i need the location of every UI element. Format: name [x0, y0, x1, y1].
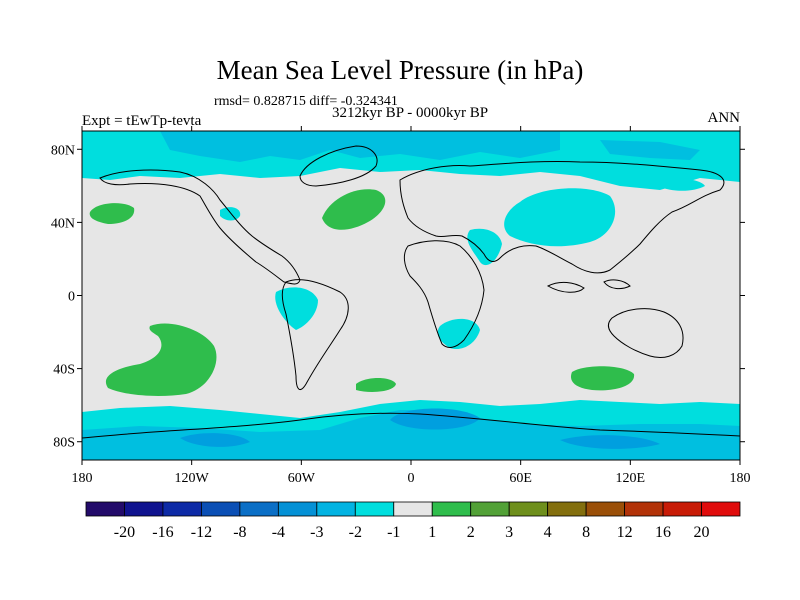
colorbar-label: 1 [428, 524, 436, 541]
colorbar-label: 3 [505, 524, 513, 541]
colorbar-label: 2 [467, 524, 475, 541]
field-atlantic-north-high [322, 189, 386, 230]
field-southern-patch-east [560, 435, 660, 449]
lon-tick-label: 120W [175, 471, 210, 486]
field-amazon-patch [275, 287, 318, 330]
colorbar-swatch [393, 501, 433, 517]
chart-title: Mean Sea Level Pressure (in hPa) [216, 55, 584, 85]
field-atlantic-ne-patch [220, 207, 241, 221]
lon-axis: 180 120W 60W 0 60E 120E 180 [72, 471, 751, 486]
lon-tick-label: 60E [509, 471, 532, 486]
colorbar: -20 -16 -12 -8 -4 -3 -2 -1 1 2 3 4 8 12 16 20 [85, 501, 741, 541]
colorbar-swatch [239, 501, 279, 517]
field-atlantic-south-high [356, 378, 396, 392]
colorbar-label: 8 [582, 524, 590, 541]
field-arabia-patch [467, 228, 502, 266]
colorbar-label: 20 [694, 524, 710, 541]
lon-tick-label: 120E [616, 471, 646, 486]
experiment-label: Expt = tEwTp-tevta [82, 113, 202, 129]
colorbar-swatch [585, 501, 625, 517]
lat-tick-label: 80N [51, 143, 75, 158]
lon-tick-label: 60W [288, 471, 316, 486]
field-arctic-patch-east [600, 140, 700, 160]
lat-tick-label: 40N [51, 216, 75, 231]
lat-axis: 80N 40N 0 40S 80S [51, 143, 75, 450]
colorbar-swatch [701, 501, 741, 517]
field-pacific-south-high [105, 323, 217, 396]
colorbar-swatch [508, 501, 549, 517]
field-pacific-north-high [89, 203, 135, 224]
colorbar-swatch [277, 501, 318, 517]
colorbar-swatch [662, 501, 702, 517]
colorbar-swatch [201, 501, 241, 517]
field-southern-patch-west [180, 433, 250, 447]
lon-tick-label: 0 [408, 471, 415, 486]
colorbar-swatch [124, 501, 164, 517]
lat-tick-label: 80S [53, 436, 75, 451]
colorbar-label: -2 [349, 524, 362, 541]
colorbar-label: -4 [272, 524, 285, 541]
lat-tick-label: 0 [68, 290, 75, 305]
field-pacific-nw-patch [650, 178, 705, 191]
period-label: 3212kyr BP - 0000kyr BP [331, 105, 489, 121]
colorbar-swatch [162, 501, 202, 517]
colorbar-label: -12 [191, 524, 212, 541]
colorbar-label: 4 [544, 524, 552, 541]
colorbar-label: -3 [310, 524, 323, 541]
lon-tick-label: 180 [72, 471, 93, 486]
field-southern-africa-patch [437, 318, 480, 350]
colorbar-label: -1 [387, 524, 400, 541]
season-label: ANN [707, 110, 741, 126]
colorbar-swatch [354, 501, 395, 517]
colorbar-label: -20 [114, 524, 135, 541]
colorbar-label: -16 [152, 524, 173, 541]
lon-tick-label: 180 [730, 471, 751, 486]
colorbar-swatch [547, 501, 587, 517]
colorbar-swatch [316, 501, 356, 517]
colorbar-swatch [470, 501, 510, 517]
colorbar-swatch [85, 501, 125, 517]
lat-tick-label: 40S [53, 363, 75, 378]
colorbar-swatch [624, 501, 664, 517]
axis-ticks [77, 126, 745, 465]
colorbar-swatch [431, 501, 472, 517]
field-southern-band-strong [82, 410, 740, 460]
stats-line: rmsd= 0.828715 diff= -0.324341 [214, 94, 398, 109]
map-field [82, 131, 740, 460]
coastlines [82, 145, 740, 439]
field-indian-south-high [570, 366, 635, 391]
colorbar-label: 16 [655, 524, 671, 541]
colorbar-label: -8 [233, 524, 246, 541]
colorbar-label: 12 [617, 524, 633, 541]
field-asia-patch [504, 188, 616, 247]
